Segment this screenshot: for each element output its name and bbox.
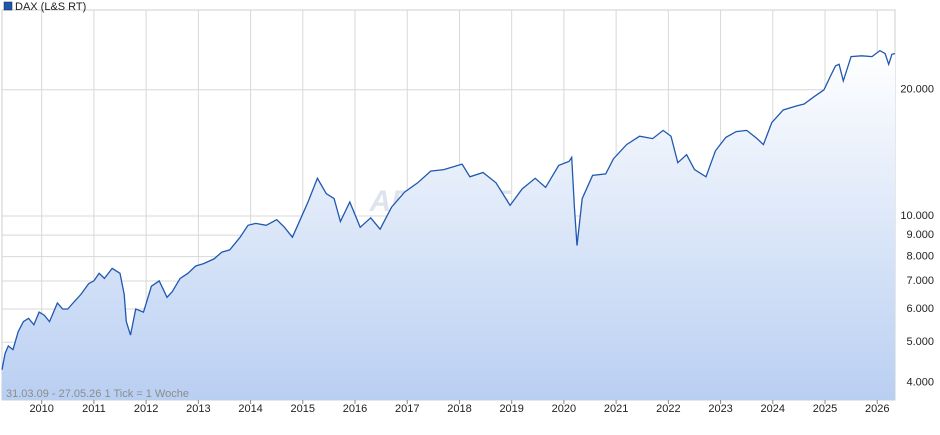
axes: 4.000 5.000 6.000 7.000 8.000 9.000 10.000 20.0… [29,84,934,415]
x-tick-label: 2017 [395,403,419,415]
x-tick-label: 2025 [813,403,837,415]
x-tick-label: 2021 [604,403,628,415]
x-tick-label: 2015 [291,403,315,415]
area [2,50,895,400]
x-tick-label: 2016 [343,403,367,415]
x-tick-label: 2014 [238,403,262,415]
x-tick-label: 2023 [708,403,732,415]
y-tick-label: 4.000 [906,377,934,389]
y-tick-label: 7.000 [906,275,934,287]
x-tick-label: 2010 [29,403,53,415]
footnote: 31.03.09 - 27.05.26 1 Tick = 1 Woche [6,388,189,400]
x-tick-label: 2019 [499,403,523,415]
y-tick-label: 9.000 [906,229,934,241]
x-tick-label: 2013 [186,403,210,415]
line [1,49,896,370]
y-tick-label: 8.000 [906,251,934,263]
x-tick-label: 2018 [447,403,471,415]
marks [1,49,896,400]
x-tick-label: 2020 [552,403,576,415]
x-tick-label: 2012 [134,403,158,415]
legend-label: DAX (L&S RT) [15,1,86,13]
y-tick-label: 20.000 [900,84,934,96]
y-tick-label: 5.000 [906,336,934,348]
y-tick-label: 6.000 [906,303,934,315]
x-tick-label: 2024 [761,403,785,415]
y-tick-label: 10.000 [900,210,934,222]
legend-swatch [3,1,13,11]
x-tick-label: 2022 [656,403,680,415]
x-tick-label: 2011 [82,403,106,415]
x-tick-label: 2026 [865,403,889,415]
